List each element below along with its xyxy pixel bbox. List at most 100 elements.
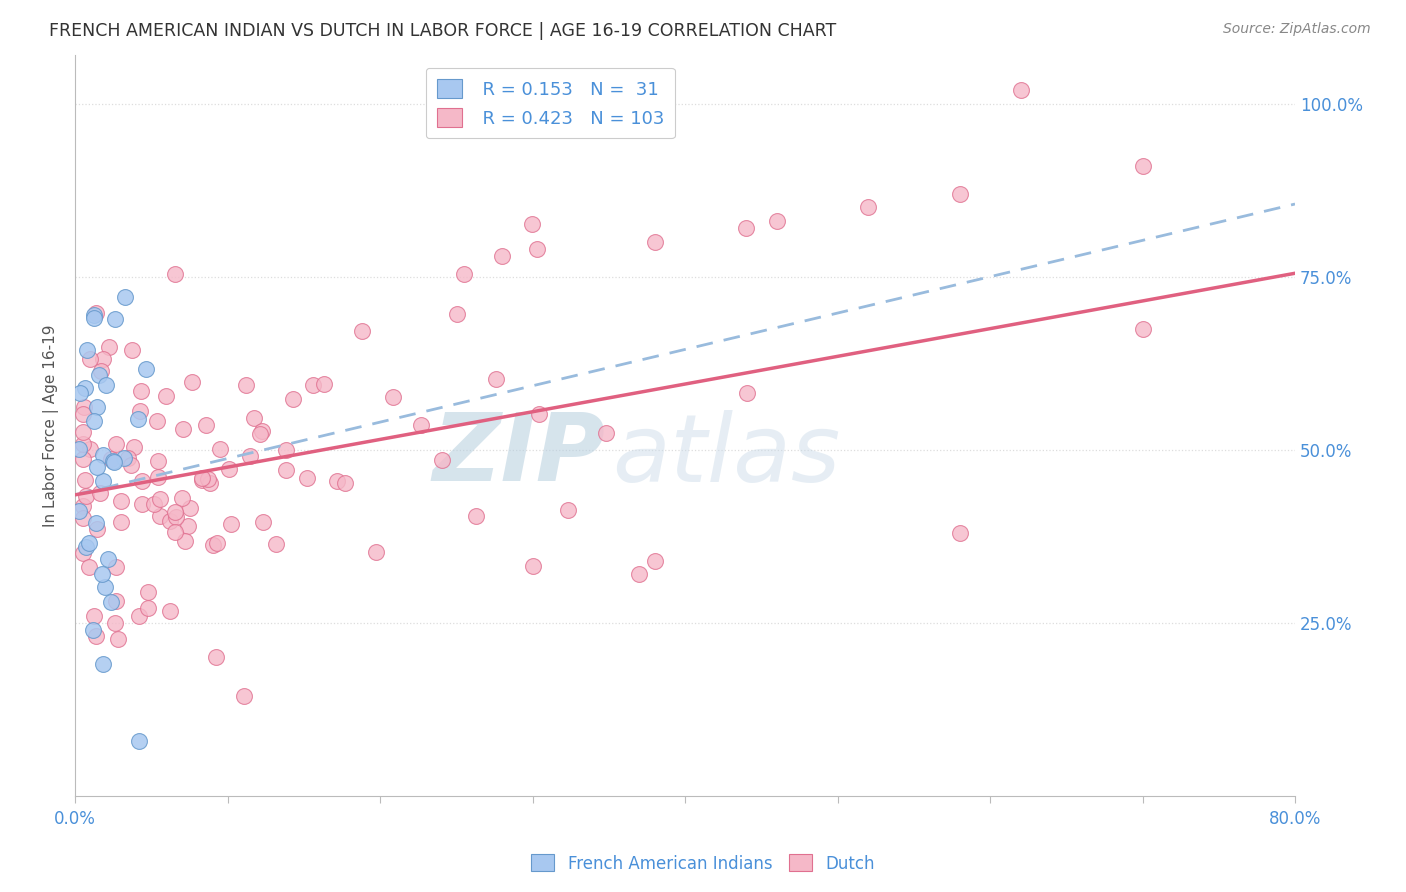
Point	[644, 553, 666, 567]
Point	[131, 384, 153, 398]
Y-axis label: In Labor Force | Age 16-19: In Labor Force | Age 16-19	[44, 325, 59, 527]
Point	[131, 474, 153, 488]
Point	[146, 470, 169, 484]
Point	[107, 632, 129, 646]
Point	[91, 474, 114, 488]
Point	[948, 525, 970, 540]
Point	[165, 525, 187, 540]
Point	[135, 361, 157, 376]
Point	[114, 290, 136, 304]
Point	[72, 451, 94, 466]
Point	[143, 497, 166, 511]
Point	[83, 609, 105, 624]
Point	[89, 486, 111, 500]
Point	[453, 267, 475, 281]
Point	[765, 214, 787, 228]
Point	[75, 381, 97, 395]
Point	[644, 235, 666, 249]
Point	[276, 463, 298, 477]
Point	[190, 471, 212, 485]
Point	[249, 427, 271, 442]
Point	[432, 453, 454, 467]
Point	[333, 476, 356, 491]
Point	[104, 560, 127, 574]
Point	[97, 552, 120, 566]
Point	[250, 424, 273, 438]
Text: Source: ZipAtlas.com: Source: ZipAtlas.com	[1223, 22, 1371, 37]
Point	[252, 515, 274, 529]
Point	[72, 425, 94, 439]
Point	[218, 462, 240, 476]
Point	[179, 501, 201, 516]
Point	[97, 340, 120, 354]
Point	[75, 489, 97, 503]
Point	[352, 324, 374, 338]
Point	[198, 475, 221, 490]
Point	[77, 536, 100, 550]
Point	[110, 516, 132, 530]
Point	[146, 453, 169, 467]
Point	[194, 417, 217, 432]
Point	[90, 566, 112, 581]
Point	[325, 474, 347, 488]
Point	[83, 311, 105, 326]
Point	[104, 311, 127, 326]
Point	[129, 404, 152, 418]
Point	[91, 351, 114, 366]
Point	[86, 516, 108, 531]
Point	[274, 443, 297, 458]
Point	[72, 546, 94, 560]
Point	[295, 471, 318, 485]
Point	[72, 437, 94, 451]
Point	[86, 460, 108, 475]
Point	[87, 368, 110, 382]
Point	[83, 308, 105, 322]
Point	[112, 450, 135, 465]
Point	[1132, 322, 1154, 336]
Point	[302, 378, 325, 392]
Point	[67, 504, 90, 518]
Point	[176, 519, 198, 533]
Point	[948, 186, 970, 201]
Point	[122, 440, 145, 454]
Point	[242, 411, 264, 425]
Point	[94, 377, 117, 392]
Point	[172, 421, 194, 435]
Point	[136, 585, 159, 599]
Point	[202, 538, 225, 552]
Point	[91, 448, 114, 462]
Point	[110, 493, 132, 508]
Point	[75, 540, 97, 554]
Point	[105, 593, 128, 607]
Point	[103, 453, 125, 467]
Point	[205, 536, 228, 550]
Point	[491, 249, 513, 263]
Point	[90, 363, 112, 377]
Point	[103, 455, 125, 469]
Point	[1010, 83, 1032, 97]
Point	[197, 472, 219, 486]
Point	[527, 408, 550, 422]
Point	[105, 436, 128, 450]
Point	[84, 306, 107, 320]
Point	[138, 600, 160, 615]
Point	[264, 537, 287, 551]
Point	[100, 452, 122, 467]
Point	[464, 509, 486, 524]
Point	[735, 386, 758, 401]
Point	[83, 414, 105, 428]
Point	[172, 491, 194, 505]
Point	[281, 392, 304, 406]
Point	[84, 629, 107, 643]
Point	[100, 595, 122, 609]
Legend: French American Indians, Dutch: French American Indians, Dutch	[524, 847, 882, 880]
Point	[595, 426, 617, 441]
Point	[82, 623, 104, 637]
Point	[149, 509, 172, 524]
Point	[381, 390, 404, 404]
Point	[131, 497, 153, 511]
Point	[79, 351, 101, 366]
Point	[79, 442, 101, 456]
Text: atlas: atlas	[612, 409, 841, 500]
Point	[526, 242, 548, 256]
